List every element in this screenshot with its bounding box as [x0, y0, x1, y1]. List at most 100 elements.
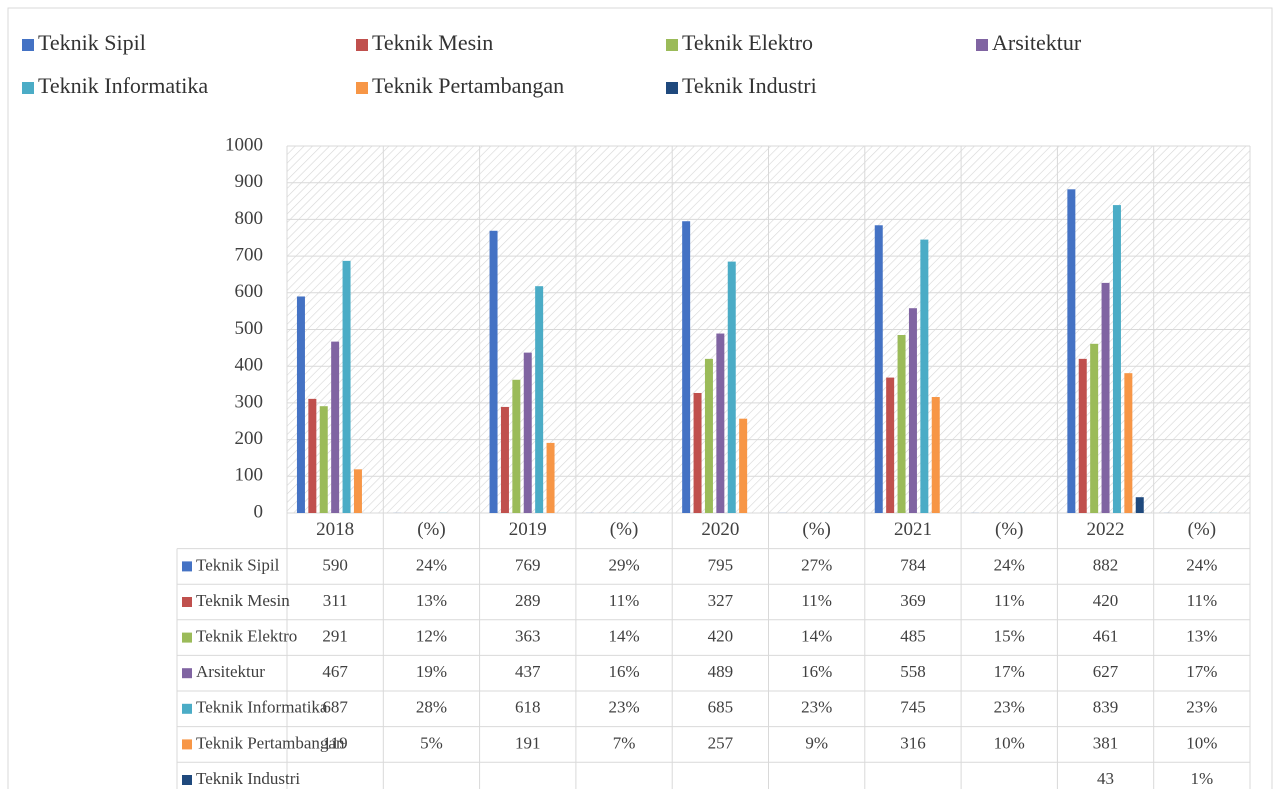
table-cell: 14% — [608, 627, 639, 646]
table-cell: 685 — [708, 698, 734, 717]
y-tick-label: 300 — [235, 391, 264, 412]
table-legend-marker — [182, 739, 192, 750]
table-cell: 11% — [609, 591, 640, 610]
table-cell: 420 — [708, 627, 734, 646]
y-tick-label: 700 — [235, 244, 264, 265]
x-tick-label: 2022 — [1087, 519, 1125, 540]
legend-label: Arsitektur — [992, 30, 1082, 55]
table-row-label: Teknik Pertambangan — [196, 733, 345, 752]
x-tick-label: 2021 — [894, 519, 932, 540]
table-cell: 17% — [994, 662, 1025, 681]
bar — [308, 398, 317, 513]
table-cell: 24% — [1186, 555, 1217, 574]
table-cell: 769 — [515, 555, 541, 574]
y-tick-label: 1000 — [225, 134, 263, 155]
bar — [319, 406, 328, 513]
legend-marker — [22, 82, 34, 94]
x-tick-label: (%) — [417, 519, 445, 540]
table-cell: 316 — [900, 733, 926, 752]
table-row-label: Arsitektur — [196, 662, 265, 681]
table-legend-marker — [182, 632, 192, 643]
table-cell: 16% — [608, 662, 639, 681]
legend-marker — [666, 82, 678, 94]
table-cell: 467 — [322, 662, 348, 681]
table-cell: 687 — [322, 698, 348, 717]
bar — [546, 442, 555, 513]
table-cell: 14% — [801, 627, 832, 646]
table-cell: 24% — [416, 555, 447, 574]
table-legend-marker — [182, 597, 192, 607]
y-tick-label: 900 — [235, 171, 264, 192]
table-cell: 839 — [1093, 698, 1119, 717]
legend-label: Teknik Informatika — [38, 73, 208, 98]
table-cell: 15% — [994, 627, 1025, 646]
y-tick-label: 0 — [254, 501, 264, 522]
table-cell: 10% — [994, 733, 1025, 752]
legend-label: Teknik Sipil — [38, 30, 146, 55]
bar — [704, 358, 713, 513]
table-cell: 11% — [1187, 591, 1218, 610]
bar — [1101, 282, 1110, 513]
table-row-label: Teknik Mesin — [196, 591, 290, 610]
table-cell: 17% — [1186, 662, 1217, 681]
table-cell: 23% — [608, 698, 639, 717]
table-cell: 784 — [900, 555, 926, 574]
y-tick-label: 100 — [235, 465, 264, 486]
table-legend-marker — [182, 668, 192, 679]
bar — [342, 260, 351, 513]
table-cell: 369 — [900, 591, 926, 610]
table-row-label: Teknik Elektro — [196, 627, 297, 646]
table-cell: 7% — [613, 733, 636, 752]
bar — [1135, 497, 1144, 513]
bar — [296, 296, 305, 513]
legend-label: Teknik Industri — [682, 73, 817, 98]
y-tick-label: 600 — [235, 281, 264, 302]
y-tick-label: 500 — [235, 318, 264, 339]
table-row-label: Teknik Informatika — [196, 698, 328, 717]
bar — [931, 397, 940, 513]
table-cell: 19% — [416, 662, 447, 681]
legend-marker — [22, 39, 34, 51]
bar — [920, 239, 929, 513]
bar — [512, 379, 521, 513]
y-tick-label: 200 — [235, 428, 264, 449]
bar — [897, 335, 906, 513]
table-cell: 11% — [801, 591, 832, 610]
table-cell: 16% — [801, 662, 832, 681]
table-row-label: Teknik Industri — [196, 769, 300, 788]
table-cell: 119 — [323, 733, 348, 752]
table-cell: 485 — [900, 627, 926, 646]
table-cell: 24% — [994, 555, 1025, 574]
x-tick-label: (%) — [610, 519, 638, 540]
table-legend-marker — [182, 775, 192, 785]
table-cell: 23% — [801, 698, 832, 717]
bar — [908, 308, 917, 513]
x-tick-label: 2019 — [509, 519, 547, 540]
table-cell: 11% — [994, 591, 1025, 610]
legend-label: Teknik Pertambangan — [372, 73, 564, 98]
bar — [1078, 358, 1087, 513]
table-cell: 618 — [515, 698, 541, 717]
table-cell: 745 — [900, 698, 926, 717]
x-tick-label: (%) — [1188, 519, 1216, 540]
bar — [331, 341, 340, 513]
bar — [489, 230, 498, 514]
table-cell: 13% — [1186, 627, 1217, 646]
bar — [523, 352, 532, 513]
table-cell: 558 — [900, 662, 926, 681]
table-cell: 23% — [994, 698, 1025, 717]
bar — [739, 418, 748, 513]
table-cell: 291 — [322, 627, 348, 646]
legend-marker — [356, 39, 368, 51]
table-cell: 489 — [708, 662, 734, 681]
bar — [535, 286, 544, 513]
x-tick-label: 2020 — [701, 519, 739, 540]
bar — [716, 333, 725, 513]
table-legend-marker — [182, 561, 192, 572]
table-cell: 882 — [1093, 555, 1119, 574]
table-cell: 43 — [1097, 769, 1114, 788]
bar — [353, 469, 362, 513]
table-cell: 9% — [805, 733, 828, 752]
table-cell: 27% — [801, 555, 832, 574]
bar — [1090, 343, 1099, 513]
